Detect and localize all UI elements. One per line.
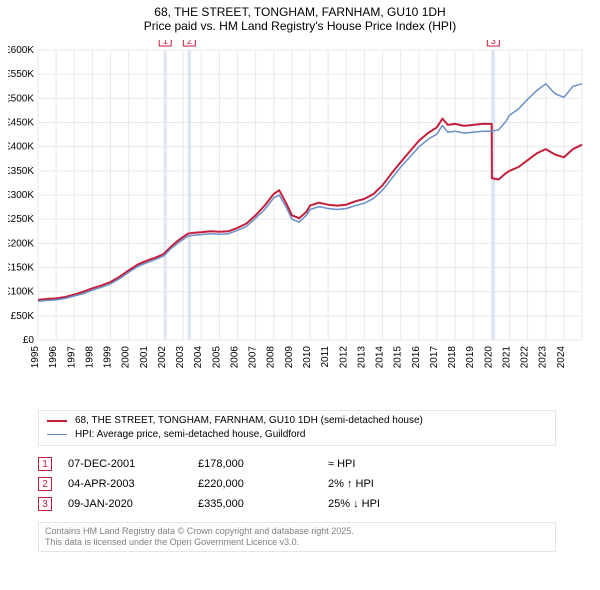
event-price: £335,000 (198, 494, 328, 514)
event-marker: 3 (38, 497, 52, 511)
svg-text:£450K: £450K (8, 117, 34, 128)
event-date: 09-JAN-2020 (68, 494, 198, 514)
svg-text:£200K: £200K (8, 238, 34, 249)
price-events-table: 1 07-DEC-2001£178,000≈ HPI 2 04-APR-2003£22… (38, 454, 592, 514)
svg-text:2023: 2023 (538, 345, 549, 368)
event-row: 1 07-DEC-2001£178,000≈ HPI (38, 454, 592, 474)
svg-text:2003: 2003 (175, 345, 186, 368)
svg-text:2004: 2004 (193, 345, 204, 368)
svg-text:1996: 1996 (48, 345, 59, 368)
svg-text:£300K: £300K (8, 190, 34, 201)
svg-text:£50K: £50K (11, 310, 35, 321)
legend-swatch (47, 434, 67, 435)
svg-text:£0: £0 (23, 335, 35, 346)
svg-text:2001: 2001 (139, 345, 150, 368)
event-date: 07-DEC-2001 (68, 454, 198, 474)
svg-text:£400K: £400K (8, 141, 34, 152)
svg-text:£600K: £600K (8, 45, 34, 56)
event-date: 04-APR-2003 (68, 474, 198, 494)
svg-text:1999: 1999 (103, 345, 114, 368)
legend-swatch (47, 420, 67, 422)
svg-text:2013: 2013 (356, 345, 367, 368)
svg-text:2016: 2016 (411, 345, 422, 368)
svg-text:1997: 1997 (66, 345, 77, 368)
svg-text:£500K: £500K (8, 93, 34, 104)
svg-text:£100K: £100K (8, 286, 34, 297)
svg-text:2019: 2019 (465, 345, 476, 368)
event-row: 3 09-JAN-2020£335,00025% ↓ HPI (38, 494, 592, 514)
legend-label: HPI: Average price, semi-detached house,… (75, 428, 306, 442)
price-vs-hpi-chart: £0 £50K £100K £150K £200K £250K £300K £350K £400… (8, 40, 592, 400)
svg-text:2002: 2002 (157, 345, 168, 368)
event-marker: 1 (38, 457, 52, 471)
event-hpi-relation: 25% ↓ HPI (328, 494, 380, 514)
svg-text:1: 1 (163, 40, 168, 46)
chart-area: £0 £50K £100K £150K £200K £250K £300K £350K £400… (8, 40, 592, 400)
svg-text:£250K: £250K (8, 214, 34, 225)
svg-text:2006: 2006 (229, 345, 240, 368)
svg-text:£350K: £350K (8, 165, 34, 176)
svg-text:1998: 1998 (84, 345, 95, 368)
svg-text:2022: 2022 (520, 345, 531, 368)
title-line-1: 68, THE STREET, TONGHAM, FARNHAM, GU10 1… (8, 6, 592, 20)
legend: 68, THE STREET, TONGHAM, FARNHAM, GU10 1… (38, 410, 556, 446)
legend-label: 68, THE STREET, TONGHAM, FARNHAM, GU10 1… (75, 414, 423, 428)
svg-text:2011: 2011 (320, 345, 331, 367)
svg-text:2018: 2018 (447, 345, 458, 368)
svg-text:2010: 2010 (302, 345, 313, 368)
svg-text:2012: 2012 (338, 345, 349, 368)
attribution-footer: Contains HM Land Registry data © Crown c… (38, 522, 556, 553)
svg-text:2017: 2017 (429, 345, 440, 368)
svg-text:2005: 2005 (211, 345, 222, 368)
svg-text:2007: 2007 (248, 345, 259, 368)
svg-text:3: 3 (491, 40, 496, 46)
chart-card: 68, THE STREET, TONGHAM, FARNHAM, GU10 1… (0, 0, 600, 590)
svg-text:2024: 2024 (556, 345, 567, 368)
title-line-2: Price paid vs. HM Land Registry's House … (8, 20, 592, 34)
svg-text:2020: 2020 (483, 345, 494, 368)
event-marker: 2 (38, 477, 52, 491)
svg-text:£150K: £150K (8, 262, 34, 273)
svg-text:2: 2 (187, 40, 192, 46)
svg-text:2014: 2014 (375, 345, 386, 368)
legend-item: 68, THE STREET, TONGHAM, FARNHAM, GU10 1… (47, 414, 547, 428)
footer-line-2: This data is licensed under the Open Gov… (45, 537, 549, 548)
event-row: 2 04-APR-2003£220,0002% ↑ HPI (38, 474, 592, 494)
svg-text:£550K: £550K (8, 69, 34, 80)
svg-text:1995: 1995 (30, 345, 41, 368)
svg-text:2021: 2021 (501, 345, 512, 368)
svg-text:2009: 2009 (284, 345, 295, 368)
svg-text:2008: 2008 (266, 345, 277, 368)
event-hpi-relation: ≈ HPI (328, 454, 355, 474)
svg-text:2015: 2015 (393, 345, 404, 368)
event-hpi-relation: 2% ↑ HPI (328, 474, 374, 494)
svg-text:2000: 2000 (121, 345, 132, 368)
footer-line-1: Contains HM Land Registry data © Crown c… (45, 526, 549, 537)
legend-item: HPI: Average price, semi-detached house,… (47, 428, 547, 442)
event-price: £178,000 (198, 454, 328, 474)
event-price: £220,000 (198, 474, 328, 494)
